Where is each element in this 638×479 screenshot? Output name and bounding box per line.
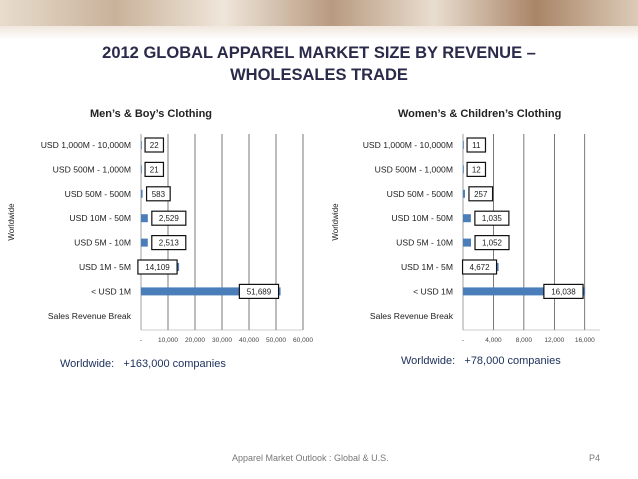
- title-line-1: 2012 GLOBAL APPAREL MARKET SIZE BY REVEN…: [102, 44, 536, 62]
- category-label-mens-5: USD 1M - 5M: [79, 262, 131, 272]
- bar-mens-6: [141, 287, 281, 296]
- xtick-label-mens-4: 40,000: [239, 337, 259, 344]
- bar-womens-2: [463, 189, 465, 198]
- summary-womens-value: +78,000 companies: [464, 355, 561, 367]
- xtick-label-mens-0: -: [140, 337, 142, 344]
- xtick-label-mens-5: 50,000: [266, 337, 286, 344]
- data-label-box-womens-5: [461, 259, 498, 275]
- bar-mens-1: [141, 165, 142, 174]
- category-label-womens-6: < USD 1M: [413, 286, 453, 296]
- category-label-womens-7: Sales Revenue Break: [370, 311, 454, 321]
- y-axis-title-womens: Worldwide: [331, 203, 340, 241]
- category-label-womens-3: USD 10M - 50M: [391, 213, 453, 223]
- data-label-box-womens-6: [543, 283, 584, 299]
- data-label-mens-0: 22: [150, 141, 159, 150]
- data-label-mens-3: 2,529: [159, 214, 180, 223]
- xtick-label-womens-2: 8,000: [516, 337, 533, 344]
- data-label-mens-1: 21: [150, 165, 159, 174]
- data-label-womens-6: 16,038: [551, 287, 576, 296]
- summary-mens: Worldwide: +163,000 companies: [60, 358, 226, 370]
- xtick-label-womens-0: -: [462, 337, 464, 344]
- bar-mens-4: [141, 238, 148, 247]
- data-label-box-mens-1: [144, 161, 165, 177]
- bar-womens-4: [463, 238, 472, 247]
- page-title: 2012 GLOBAL APPAREL MARKET SIZE BY REVEN…: [40, 42, 598, 86]
- page-number: P4: [589, 453, 601, 463]
- chart-title-womens: Women’s & Children’s Clothing: [398, 108, 562, 120]
- summary-womens: Worldwide: +78,000 companies: [401, 355, 561, 367]
- bar-mens-0: [141, 141, 142, 149]
- category-label-womens-4: USD 5M - 10M: [396, 238, 453, 248]
- category-label-mens-4: USD 5M - 10M: [74, 238, 131, 248]
- bar-mens-3: [141, 214, 148, 223]
- data-label-womens-0: 11: [472, 141, 481, 150]
- category-label-mens-3: USD 10M - 50M: [69, 213, 131, 223]
- xtick-label-womens-4: 16,000: [575, 337, 595, 344]
- xtick-label-mens-3: 30,000: [212, 337, 232, 344]
- category-label-womens-0: USD 1,000M - 10,000M: [363, 140, 453, 150]
- data-label-box-womens-3: [474, 210, 510, 226]
- data-label-box-womens-4: [474, 235, 510, 251]
- category-label-mens-6: < USD 1M: [91, 286, 131, 296]
- summary-mens-label: Worldwide:: [60, 358, 115, 370]
- header-banner-image: [0, 0, 638, 26]
- category-label-mens-0: USD 1,000M - 10,000M: [41, 140, 131, 150]
- data-label-mens-2: 583: [152, 190, 166, 199]
- bar-womens-3: [463, 214, 471, 223]
- xtick-label-womens-1: 4,000: [485, 337, 502, 344]
- header-banner-fade: [0, 26, 638, 40]
- data-label-mens-5: 14,109: [145, 263, 170, 272]
- data-label-box-womens-0: [466, 137, 487, 153]
- xtick-label-mens-1: 10,000: [158, 337, 178, 344]
- summary-mens-value: +163,000 companies: [123, 358, 226, 370]
- category-label-womens-5: USD 1M - 5M: [401, 262, 453, 272]
- data-label-womens-2: 257: [474, 190, 488, 199]
- y-axis-title-mens: Worldwide: [7, 203, 16, 241]
- data-label-womens-4: 1,052: [482, 239, 503, 248]
- data-label-box-mens-4: [151, 235, 187, 251]
- data-label-box-mens-6: [238, 283, 280, 299]
- bar-womens-6: [463, 287, 586, 296]
- data-label-box-womens-1: [466, 161, 487, 177]
- category-label-womens-2: USD 50M - 500M: [387, 189, 453, 199]
- category-label-mens-7: Sales Revenue Break: [48, 311, 132, 321]
- data-label-box-mens-3: [151, 210, 187, 226]
- xtick-label-mens-6: 60,000: [293, 337, 313, 344]
- category-label-womens-1: USD 500M - 1,000M: [375, 164, 453, 174]
- xtick-label-womens-3: 12,000: [544, 337, 564, 344]
- bar-womens-1: [463, 165, 464, 174]
- data-label-box-mens-5: [137, 259, 178, 275]
- category-label-mens-1: USD 500M - 1,000M: [53, 164, 131, 174]
- chart-title-mens: Men’s & Boy’s Clothing: [90, 108, 213, 120]
- data-label-womens-3: 1,035: [482, 214, 503, 223]
- footer-text: Apparel Market Outlook : Global & U.S.: [232, 453, 389, 463]
- data-label-womens-5: 4,672: [470, 263, 491, 272]
- bar-womens-0: [463, 141, 464, 149]
- data-label-mens-4: 2,513: [159, 239, 180, 248]
- bar-mens-2: [141, 189, 143, 198]
- xtick-label-mens-2: 20,000: [185, 337, 205, 344]
- data-label-mens-6: 51,689: [247, 287, 272, 296]
- summary-womens-label: Worldwide:: [401, 355, 456, 367]
- data-label-box-mens-2: [145, 186, 171, 202]
- data-label-box-womens-2: [468, 186, 494, 202]
- category-label-mens-2: USD 50M - 500M: [65, 189, 131, 199]
- title-line-2: WHOLESALES TRADE: [230, 66, 408, 84]
- data-label-box-mens-0: [144, 137, 165, 153]
- data-label-womens-1: 12: [472, 165, 481, 174]
